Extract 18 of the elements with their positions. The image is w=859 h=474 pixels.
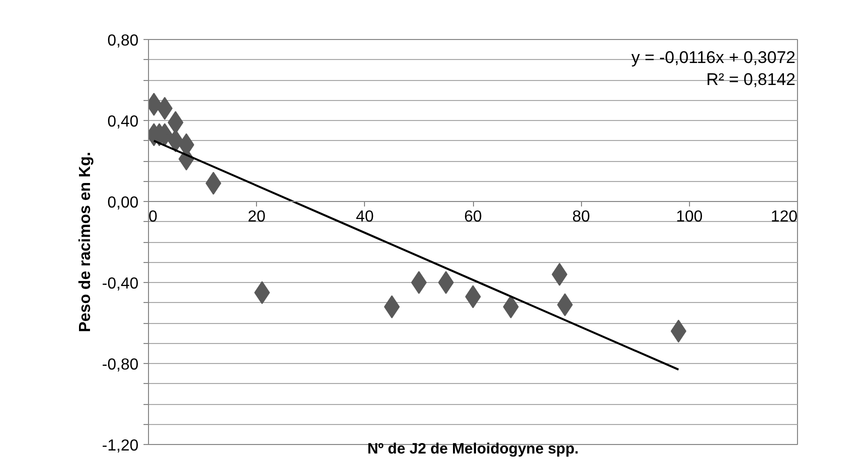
y-tick-label: -0,80 xyxy=(102,356,139,374)
x-tick-label: 40 xyxy=(356,208,374,226)
x-tick-label: 100 xyxy=(676,208,703,226)
x-tick-label: 60 xyxy=(464,208,482,226)
x-tick-label: 120 xyxy=(770,208,798,226)
annotation: R² = 0,8142 xyxy=(706,70,796,89)
x-tick-label: 0 xyxy=(148,208,158,226)
x-tick-label: 20 xyxy=(248,208,266,226)
y-tick-label: 0,40 xyxy=(107,114,139,130)
x-tick-label: 80 xyxy=(572,208,590,226)
y-axis-title: Peso de racimos en Kg. xyxy=(77,152,94,332)
y-tick-label: 0,00 xyxy=(107,194,139,212)
y-tick-label: -0,40 xyxy=(102,276,139,292)
x-axis-title: Nº de J2 de Meloidogyne spp. xyxy=(367,440,579,458)
annotation: y = -0,0116x + 0,3072 xyxy=(631,48,796,67)
y-tick-label: 0,80 xyxy=(107,32,139,50)
y-tick-label: -1,20 xyxy=(102,438,139,454)
point xyxy=(156,96,173,120)
